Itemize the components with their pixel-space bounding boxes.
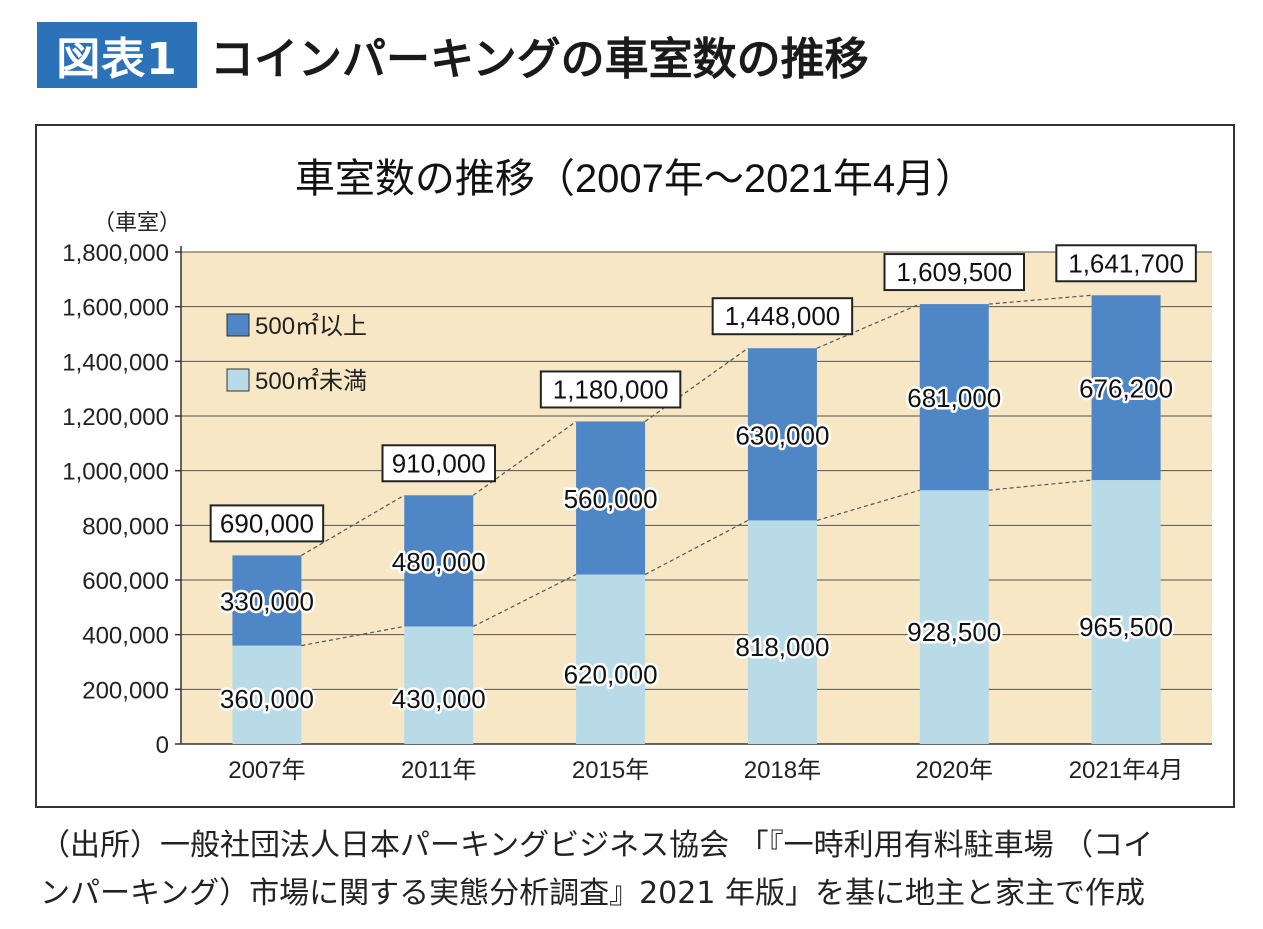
bar-segment-upper — [232, 555, 302, 646]
x-tick-label: 2020年 — [916, 757, 993, 784]
x-tick-label: 2011年 — [401, 757, 477, 784]
y-tick-label: 1,400,000 — [62, 349, 169, 376]
bar-segment-upper — [1091, 295, 1161, 481]
y-tick-label: 1,600,000 — [62, 295, 169, 322]
total-label-box — [1055, 244, 1197, 283]
total-label-box — [883, 253, 1025, 292]
bar-segment-upper — [404, 495, 474, 627]
total-label: 1,641,700 — [1068, 248, 1184, 278]
total-connector-line — [988, 294, 1092, 305]
data-label-lower: 928,500 — [907, 617, 1001, 647]
y-tick-label: 200,000 — [82, 677, 169, 704]
total-label-box — [381, 444, 496, 483]
total-label: 1,180,000 — [553, 374, 669, 404]
y-tick-label: 0 — [156, 732, 169, 759]
y-tick-label: 600,000 — [82, 568, 169, 595]
y-tick-label: 1,200,000 — [62, 404, 169, 431]
bar-segment-lower — [747, 520, 817, 744]
total-connector-line — [816, 303, 920, 349]
bar-segment-lower — [404, 626, 474, 744]
total-connector-line — [301, 494, 405, 556]
bar-segment-lower — [919, 490, 989, 744]
data-label-lower: 818,000 — [735, 632, 829, 662]
data-label-upper: 480,000 — [392, 547, 486, 577]
data-label-upper: 560,000 — [564, 484, 658, 514]
chart-frame: 0 200,000 400,000 600,000 800,000 1,000,000 1,… — [35, 124, 1235, 808]
legend-swatch — [226, 368, 250, 392]
total-label: 1,448,000 — [725, 301, 841, 331]
bar-segment-upper — [576, 421, 646, 575]
total-label: 910,000 — [392, 448, 486, 478]
total-connector-line — [472, 420, 577, 496]
boundary-connector-line — [472, 573, 577, 628]
page-title: コインパーキングの車室数の推移 — [210, 34, 869, 85]
x-tick-label: 2007年 — [228, 757, 305, 784]
legend-label: 500㎡未満 — [255, 368, 367, 395]
source-note-line-2: ンパーキング）市場に関する実態分析調査』2021 年版」を基に地主と家主で作成 — [40, 876, 1145, 911]
boundary-connector-line — [988, 479, 1092, 491]
y-tick-label: 1,000,000 — [62, 459, 169, 486]
data-label-upper: 330,000 — [220, 587, 314, 617]
data-label-lower: 965,500 — [1079, 612, 1173, 642]
y-tick-label: 1,800,000 — [62, 240, 169, 267]
data-label-upper: 676,200 — [1079, 374, 1173, 404]
bar-segment-lower — [1091, 480, 1161, 744]
total-label-box — [711, 297, 854, 336]
y-tick-label: 400,000 — [82, 623, 169, 650]
boundary-connector-line — [301, 625, 405, 647]
stacked-bar-chart: 0 200,000 400,000 600,000 800,000 1,000,000 1,… — [62, 157, 1212, 784]
boundary-connector-line — [644, 519, 749, 576]
total-label: 1,609,500 — [896, 257, 1012, 287]
bar-segment-upper — [747, 348, 817, 521]
source-note-line-1: （出所）一般社団法人日本パーキングビジネス協会 「『一時利用有料駐車場 （コイ — [40, 828, 1154, 863]
boundary-connector-line — [816, 489, 920, 521]
data-label-lower: 620,000 — [564, 659, 658, 689]
bar-segment-lower — [576, 574, 646, 744]
x-tick-label: 2021年4月 — [1069, 757, 1184, 784]
x-tick-label: 2015年 — [572, 757, 649, 784]
data-label-upper: 681,000 — [907, 383, 1001, 413]
data-label-lower: 430,000 — [392, 684, 486, 714]
x-tick-label: 2018年 — [744, 757, 821, 784]
total-label: 690,000 — [220, 508, 314, 538]
y-axis-label: （車室） — [93, 210, 181, 235]
total-label-box — [209, 504, 325, 543]
total-label-box — [539, 370, 682, 409]
source-note: （出所）一般社団法人日本パーキングビジネス協会 「『一時利用有料駐車場 （コイ … — [40, 822, 1230, 918]
bar-segment-lower — [232, 645, 302, 744]
plot-area — [181, 252, 1212, 744]
figure-badge: 図表1 — [37, 22, 197, 88]
legend-label: 500㎡以上 — [255, 313, 367, 340]
total-connector-line — [644, 347, 749, 422]
legend-swatch — [226, 313, 250, 337]
data-label-lower: 360,000 — [220, 684, 314, 714]
y-tick-label: 800,000 — [82, 513, 169, 540]
chart-title: 車室数の推移（2007年～2021年4月） — [295, 157, 975, 201]
bar-segment-upper — [919, 304, 989, 491]
data-label-upper: 630,000 — [735, 420, 829, 450]
